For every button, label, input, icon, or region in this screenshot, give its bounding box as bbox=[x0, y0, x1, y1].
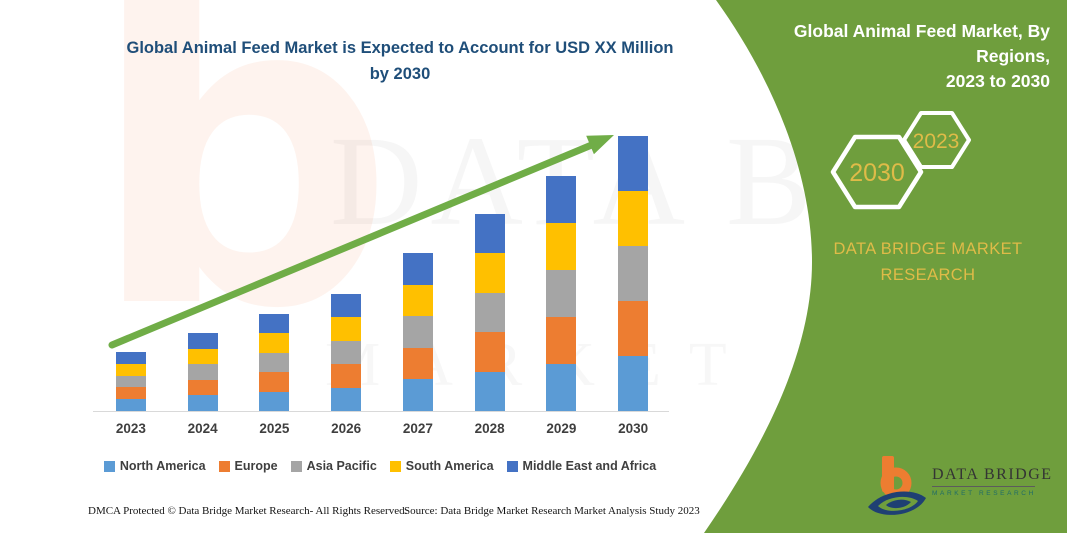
bar-segment bbox=[187, 348, 218, 365]
panel-title-line1: Global Animal Feed Market, By Regions, bbox=[793, 21, 1050, 66]
chart-title: Global Animal Feed Market is Expected to… bbox=[85, 36, 715, 87]
brand-text-line2: RESEARCH bbox=[880, 265, 976, 284]
hexagon-2023-label: 2023 bbox=[913, 130, 960, 153]
legend-label: South America bbox=[405, 459, 494, 473]
chart-legend: North America Europe Asia Pacific South Ame… bbox=[80, 459, 680, 473]
hexagon-2030-label: 2030 bbox=[849, 159, 905, 187]
bar-segment bbox=[115, 375, 146, 388]
x-label-2023: 2023 bbox=[115, 421, 146, 436]
bar-segment bbox=[259, 372, 290, 392]
logo-name-text: DATA BRIDGE bbox=[932, 466, 1053, 483]
x-label-2027: 2027 bbox=[402, 421, 433, 436]
bar-segment bbox=[402, 347, 433, 380]
bar-segment bbox=[187, 395, 218, 411]
panel-title: Global Animal Feed Market, By Regions, 2… bbox=[725, 19, 1050, 94]
hexagon-2030-outline bbox=[830, 134, 924, 210]
company-logo-icon bbox=[868, 456, 926, 515]
bar-segment bbox=[618, 356, 649, 411]
bar-segment bbox=[546, 364, 577, 411]
legend-swatch bbox=[389, 460, 401, 472]
bar-segment bbox=[259, 352, 290, 373]
legend-label: Asia Pacific bbox=[306, 459, 377, 473]
chart-title-line2: by 2030 bbox=[369, 64, 431, 83]
bar-2030 bbox=[618, 136, 649, 411]
x-label-2029: 2029 bbox=[546, 421, 577, 436]
legend-item: Middle East and Africa bbox=[506, 459, 657, 473]
brand-text-line1: DATA BRIDGE MARKET bbox=[833, 240, 1023, 258]
company-logo: DATA BRIDGE MARKET RESEARCH bbox=[866, 452, 1056, 528]
footer-source-text: Source: Data Bridge Market Research Mark… bbox=[404, 505, 700, 517]
legend-swatch bbox=[506, 460, 518, 472]
x-label-2024: 2024 bbox=[187, 421, 218, 436]
bar-segment bbox=[474, 371, 505, 411]
legend-item: Asia Pacific bbox=[290, 459, 377, 473]
chart-title-line1: Global Animal Feed Market is Expected to… bbox=[126, 39, 674, 57]
legend-swatch bbox=[103, 460, 115, 472]
bar-segment bbox=[187, 364, 218, 380]
bar-segment bbox=[115, 352, 146, 364]
x-label-2028: 2028 bbox=[474, 421, 505, 436]
panel-title-line2: 2023 to 2030 bbox=[945, 70, 1050, 91]
x-label-2025: 2025 bbox=[259, 421, 290, 436]
bar-segment bbox=[331, 364, 362, 388]
bar-segment bbox=[618, 301, 649, 356]
logo-divider-line bbox=[932, 486, 1035, 487]
bar-segment bbox=[331, 387, 362, 411]
legend-label: Europe bbox=[234, 459, 278, 473]
x-label-2026: 2026 bbox=[331, 421, 362, 436]
bar-segment bbox=[115, 387, 146, 400]
legend-swatch bbox=[218, 460, 230, 472]
x-label-2030: 2030 bbox=[618, 421, 649, 436]
legend-swatch bbox=[290, 460, 302, 472]
legend-label: North America bbox=[119, 459, 206, 473]
bar-segment bbox=[115, 363, 146, 376]
x-axis-labels: 2023 2024 2025 2026 2027 2028 2029 2030 bbox=[95, 421, 669, 436]
bar-2023 bbox=[115, 352, 146, 411]
bar-segment bbox=[187, 379, 218, 396]
bar-segment bbox=[402, 379, 433, 411]
legend-label: Middle East and Africa bbox=[522, 459, 657, 473]
bar-segment bbox=[618, 191, 649, 246]
legend-item: South America bbox=[389, 459, 494, 473]
hexagon-2023-outline bbox=[902, 111, 971, 169]
x-axis-line bbox=[93, 411, 669, 412]
footer-dmca-text: DMCA Protected © Data Bridge Market Rese… bbox=[88, 505, 408, 517]
brand-text: DATA BRIDGE MARKET RESEARCH bbox=[792, 237, 1064, 288]
bar-segment bbox=[618, 136, 649, 191]
bar-segment bbox=[115, 399, 146, 411]
legend-item: North America bbox=[103, 459, 206, 473]
bar-segment bbox=[618, 246, 649, 301]
legend-item: Europe bbox=[218, 459, 278, 473]
logo-sub-text: MARKET RESEARCH bbox=[932, 490, 1036, 497]
bar-segment bbox=[259, 391, 290, 411]
